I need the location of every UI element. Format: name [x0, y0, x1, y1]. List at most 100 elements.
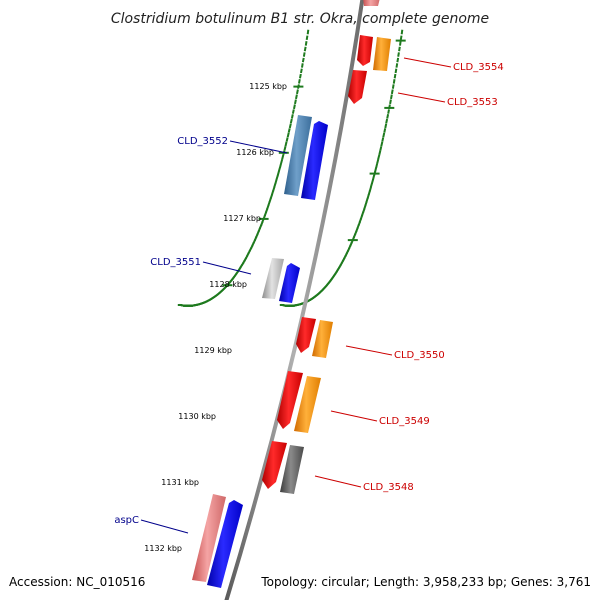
gene-label[interactable]: CLD_3548	[363, 482, 414, 493]
minor-tick	[281, 154, 285, 160]
minor-tick	[301, 57, 305, 63]
minor-tick	[268, 197, 272, 203]
tick-track-inner	[177, 29, 310, 307]
gene-label[interactable]: CLD_3553	[447, 97, 498, 108]
gene-cld-3551-inner	[262, 258, 284, 299]
tick-label: 1127 kbp	[223, 214, 261, 223]
minor-tick	[395, 63, 399, 68]
genome-backbone	[224, 0, 365, 600]
minor-tick	[270, 190, 275, 196]
gene-label-leader	[397, 92, 446, 103]
minor-tick	[306, 29, 310, 35]
tick-labels: 1125 kbp 1126 kbp 1127 kbp 1128 kbp 1129 kbp…	[144, 82, 287, 553]
minor-tick	[286, 132, 290, 138]
gene-cld-3554-orange	[373, 37, 391, 71]
gene-cld-3548-red	[262, 441, 287, 489]
tick-label: 1132 kbp	[144, 544, 182, 553]
minor-tick	[381, 137, 385, 142]
gene-label-leader	[140, 519, 189, 534]
minor-tick	[398, 46, 401, 52]
minor-tick	[376, 158, 380, 164]
minor-tick	[298, 79, 301, 84]
minor-tick	[290, 114, 294, 119]
gene-labels: CLD_3554 CLD_3553 CLD_3552 CLD_3551 CLD_3550…	[114, 57, 504, 534]
gene-aspc-inner	[192, 494, 226, 582]
accession-text: Accession: NC_010516	[9, 575, 145, 589]
minor-tick	[377, 154, 381, 160]
gene-label[interactable]: CLD_3551	[150, 257, 201, 268]
minor-tick	[392, 79, 396, 84]
minor-tick	[291, 109, 295, 114]
minor-tick	[269, 194, 274, 199]
minor-tick	[396, 57, 400, 63]
minor-tick	[275, 175, 279, 180]
tick-label: 1131 kbp	[161, 478, 199, 487]
gene-label[interactable]: CLD_3549	[379, 416, 430, 427]
gene-label[interactable]: CLD_3554	[453, 62, 504, 73]
gene-label-leader	[202, 261, 252, 275]
minor-tick	[383, 128, 387, 133]
gene-label[interactable]: CLD_3552	[177, 136, 228, 147]
minor-tick	[384, 123, 388, 129]
minor-tick	[387, 109, 390, 114]
minor-tick	[393, 73, 397, 79]
minor-tick	[390, 89, 394, 95]
gene-label-leader	[403, 57, 452, 68]
minor-tick	[274, 179, 278, 184]
gene-label[interactable]: aspC	[114, 515, 139, 526]
minor-tick	[288, 123, 292, 129]
genome-summary-text: Topology: circular; Length: 3,958,233 bp…	[260, 575, 591, 589]
gene-cld-3549-orange	[294, 376, 321, 433]
gene-label-leader	[314, 475, 362, 488]
tick-label: 1130 kbp	[178, 412, 216, 421]
gene-label[interactable]: CLD_3550	[394, 350, 445, 361]
tick-track-outer	[279, 29, 406, 307]
minor-tick	[302, 52, 306, 57]
minor-tick	[276, 171, 280, 176]
minor-tick	[273, 182, 277, 188]
gene-cld-3554-red	[357, 35, 373, 66]
minor-tick	[385, 118, 389, 124]
gene-cld-3549-red	[277, 371, 303, 429]
minor-tick	[272, 186, 276, 192]
minor-tick	[277, 167, 281, 172]
minor-tick	[295, 94, 298, 100]
minor-tick	[304, 41, 308, 46]
minor-tick	[300, 68, 303, 74]
minor-tick	[390, 94, 393, 100]
minor-tick	[299, 73, 302, 79]
minor-tick	[303, 46, 307, 52]
minor-tick	[389, 99, 392, 105]
gene-aspc-outer	[207, 500, 243, 588]
minor-tick	[378, 150, 382, 156]
gene-top-partial	[363, 0, 380, 6]
minor-tick	[399, 35, 403, 41]
minor-tick	[367, 190, 371, 196]
tick-label: 1128 kbp	[209, 280, 247, 289]
minor-tick	[400, 29, 404, 35]
minor-tick	[296, 89, 299, 95]
gene-cld-3550-orange	[312, 320, 333, 358]
minor-tick	[280, 158, 284, 164]
minor-tick	[369, 182, 373, 188]
gene-cld-3552-outer	[301, 121, 328, 200]
tick-label: 1126 kbp	[236, 148, 274, 157]
gene-cld-3550-red	[296, 317, 316, 353]
gene-cld-3552-inner	[284, 115, 312, 196]
minor-tick	[391, 84, 395, 89]
minor-tick	[372, 175, 376, 180]
gene-cld-3548-gray	[280, 445, 304, 494]
minor-tick	[284, 141, 288, 147]
gene-label-leader	[229, 140, 288, 154]
minor-tick	[397, 52, 400, 57]
minor-tick	[374, 167, 378, 172]
tick-label: 1125 kbp	[249, 82, 287, 91]
gene-label-leader	[330, 410, 378, 422]
minor-tick	[293, 104, 296, 110]
gene-cld-3553-red	[348, 70, 367, 104]
minor-tick	[285, 137, 289, 142]
minor-tick	[382, 132, 386, 138]
minor-tick	[287, 128, 291, 133]
minor-tick	[375, 163, 379, 168]
